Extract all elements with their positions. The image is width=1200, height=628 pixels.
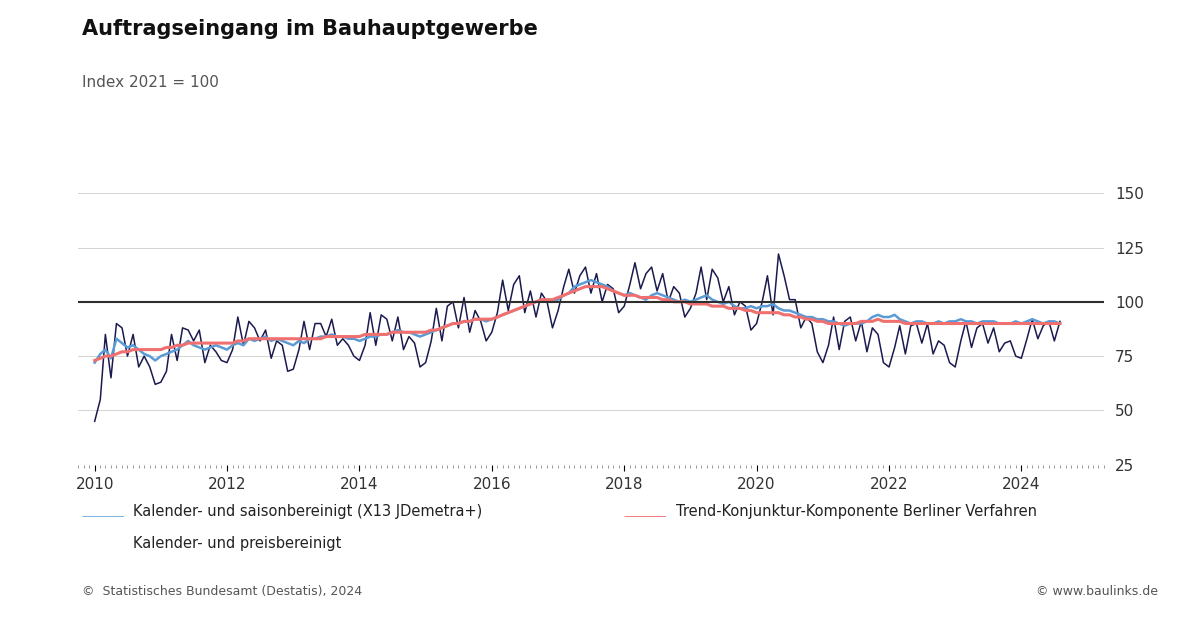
Text: ©  Statistisches Bundesamt (Destatis), 2024: © Statistisches Bundesamt (Destatis), 20… <box>82 585 361 598</box>
Text: Auftragseingang im Bauhauptgewerbe: Auftragseingang im Bauhauptgewerbe <box>82 19 538 39</box>
Text: Kalender- und saisonbereinigt (X13 JDemetra+): Kalender- und saisonbereinigt (X13 JDeme… <box>133 504 482 519</box>
Text: Index 2021 = 100: Index 2021 = 100 <box>82 75 218 90</box>
Text: Kalender- und preisbereinigt: Kalender- und preisbereinigt <box>133 536 342 551</box>
Text: © www.baulinks.de: © www.baulinks.de <box>1036 585 1158 598</box>
Text: Trend-Konjunktur-Komponente Berliner Verfahren: Trend-Konjunktur-Komponente Berliner Ver… <box>676 504 1037 519</box>
